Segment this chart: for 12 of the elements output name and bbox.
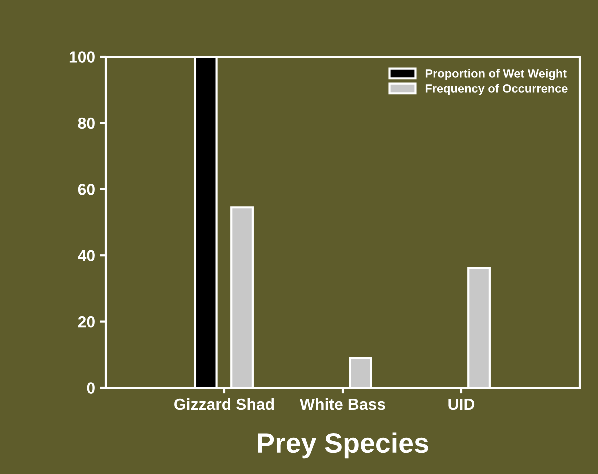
legend-label: Frequency of Occurrence: [426, 84, 568, 96]
y-tick-label: 80: [78, 118, 95, 130]
y-tick-label: 0: [87, 382, 95, 394]
legend-label: Proportion of Wet Weight: [426, 69, 567, 80]
x-axis-title: Prey Species: [258, 432, 428, 459]
y-tick-label: 100: [70, 52, 95, 63]
x-tick-label: UID: [448, 399, 475, 410]
y-tick-label: 40: [78, 250, 95, 262]
y-tick-label: 60: [78, 184, 95, 196]
x-tick-label: White Bass: [300, 398, 386, 410]
y-tick-label: 20: [78, 316, 95, 328]
x-tick-label: Gizzard Shad: [174, 398, 274, 410]
